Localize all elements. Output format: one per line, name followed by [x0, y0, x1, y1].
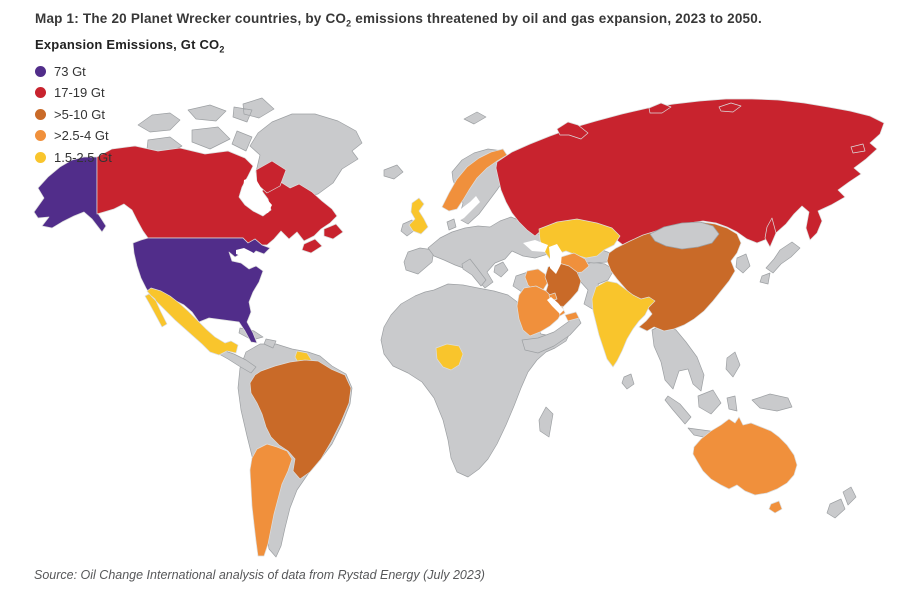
land-philippines [725, 351, 741, 378]
land-new-guinea [751, 393, 793, 412]
page-title: Map 1: The 20 Planet Wrecker countries, … [35, 11, 895, 29]
land-sri-lanka [621, 373, 635, 390]
legend-title: Expansion Emissions, Gt CO2 [35, 37, 225, 55]
title-subscript: 2 [346, 18, 352, 29]
country-australia-tasmania [768, 500, 783, 514]
legend-label: 17-19 Gt [54, 85, 105, 101]
country-canada [96, 145, 338, 246]
country-argentina [249, 443, 293, 557]
sea-hudson-bay [243, 176, 272, 213]
legend-swatch [35, 151, 46, 163]
legend: Expansion Emissions, Gt CO2 73 Gt 17-19 … [35, 37, 225, 168]
legend-label: 73 Gt [54, 63, 86, 79]
land-japan [759, 241, 801, 285]
land-indonesia [664, 389, 743, 441]
land-svalbard [463, 111, 487, 125]
land-madagascar [538, 406, 554, 438]
legend-label: >5-10 Gt [54, 106, 105, 122]
legend-item-2.5-4gt: >2.5-4 Gt [35, 125, 225, 147]
country-nigeria [435, 343, 464, 371]
country-uae [564, 311, 580, 322]
sea-baltic [455, 196, 480, 222]
legend-swatch [35, 130, 46, 142]
land-iceland [383, 164, 404, 180]
country-russia-islands [556, 102, 866, 248]
legend-label: 1.5-2.5 Gt [54, 149, 112, 165]
country-canada-maritimes [301, 223, 344, 254]
land-denmark [446, 218, 457, 231]
legend-item-5-10gt: >5-10 Gt [35, 104, 225, 126]
legend-swatch [35, 87, 46, 99]
legend-swatch [35, 108, 46, 120]
source-note: Source: Oil Change International analysi… [34, 568, 485, 582]
country-mexico [144, 287, 239, 356]
legend-item-1.5-2.5gt: 1.5-2.5 Gt [35, 147, 225, 169]
legend-item-73gt: 73 Gt [35, 61, 225, 83]
land-se-asia [651, 323, 705, 392]
country-alaska [33, 156, 107, 233]
land-iberia [403, 247, 435, 275]
country-brazil [249, 359, 352, 480]
legend-title-text: Expansion Emissions, Gt CO [35, 37, 220, 52]
country-united-kingdom [408, 197, 429, 235]
land-caribbean [238, 327, 277, 349]
legend-swatch [35, 65, 46, 77]
sea-persian-gulf [547, 297, 564, 314]
country-india [591, 280, 656, 368]
country-australia [692, 416, 798, 496]
title-text-suffix: emissions threatened by oil and gas expa… [351, 11, 762, 26]
title-text: Map 1: The 20 Planet Wrecker countries, … [35, 11, 347, 26]
land-greece [493, 261, 509, 278]
country-norway [441, 148, 508, 212]
sea-black-sea [523, 240, 548, 252]
sea-caspian [549, 244, 562, 274]
land-new-zealand [826, 486, 857, 519]
land-mongolia [649, 221, 720, 250]
land-italy [461, 258, 487, 287]
legend-item-17-19gt: 17-19 Gt [35, 82, 225, 104]
land-yemen-oman [521, 314, 582, 354]
sea-great-lakes [236, 248, 258, 260]
land-central-america [218, 349, 257, 374]
legend-label: >2.5-4 Gt [54, 128, 109, 144]
land-korea [735, 253, 751, 274]
legend-title-subscript: 2 [219, 44, 225, 55]
